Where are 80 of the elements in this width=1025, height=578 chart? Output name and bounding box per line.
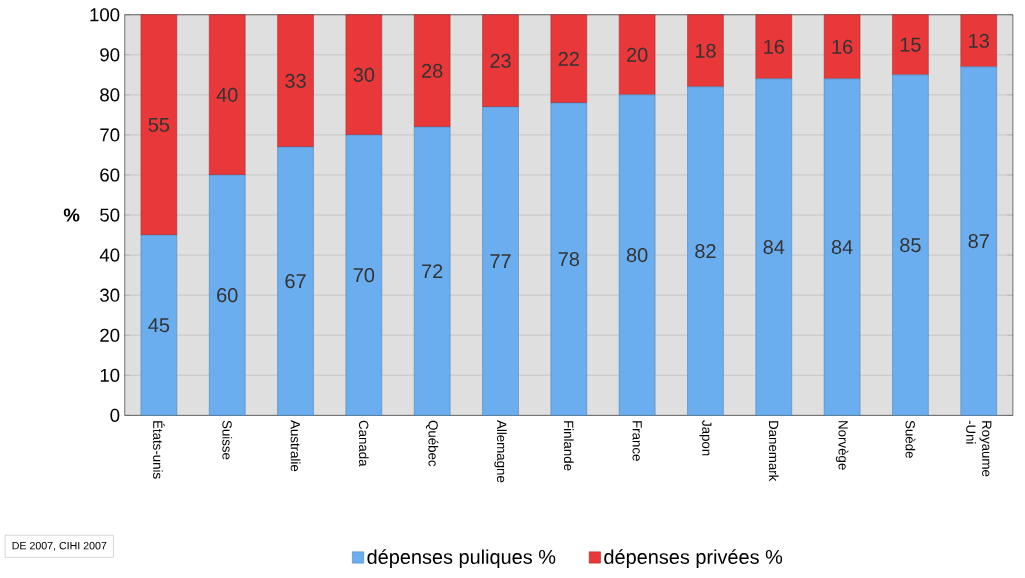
x-tick-label: Canada [358, 420, 369, 467]
y-tick-label: 50 [100, 208, 120, 222]
y-tick-label: 40 [99, 248, 120, 262]
x-tick-label: Finlande [563, 421, 574, 471]
data-label: 30 [353, 67, 375, 82]
x-tick-label: États-unis [153, 421, 165, 479]
x-tick-label: Allemagne [494, 420, 507, 483]
x-tick-label: Suisse [222, 420, 233, 460]
y-tick-label: 60 [100, 168, 120, 182]
y-tick-label: 100 [90, 8, 120, 22]
data-label: 15 [900, 37, 921, 52]
data-label: 72 [422, 264, 443, 279]
x-tick-label: Danemark [768, 421, 779, 482]
bar [345, 14, 383, 136]
data-label: 45 [148, 318, 170, 333]
y-tick-label: 80 [100, 88, 120, 102]
y-tick-label: 20 [100, 328, 120, 342]
data-label: 18 [695, 43, 716, 58]
bar [140, 14, 178, 236]
x-tick-label: Australie [290, 420, 301, 472]
data-label: 55 [148, 118, 170, 132]
bar [960, 14, 997, 68]
data-label: 67 [285, 274, 306, 289]
bar [823, 78, 861, 416]
bar [413, 14, 451, 128]
bar [208, 14, 246, 176]
data-label: 16 [832, 39, 853, 54]
data-label: 70 [353, 268, 375, 283]
bar [277, 146, 314, 416]
data-label: 28 [422, 63, 443, 78]
bar [140, 234, 178, 416]
bar [687, 86, 724, 416]
data-label: 60 [217, 288, 238, 303]
data-label: 77 [490, 254, 511, 269]
bar [482, 106, 519, 416]
data-label: 33 [285, 73, 306, 88]
bar [618, 14, 656, 96]
data-label: 13 [969, 33, 989, 48]
bar [755, 78, 792, 416]
bar [687, 14, 724, 88]
y-tick-label: 30 [100, 288, 120, 302]
bar [960, 66, 997, 416]
bar [277, 14, 314, 148]
x-tick-label: Suède [905, 420, 916, 458]
data-label: 22 [558, 51, 579, 66]
data-label: 20 [627, 47, 648, 62]
y-tick-label: 70 [100, 128, 120, 142]
data-label: 84 [763, 240, 785, 255]
bar [345, 134, 383, 416]
data-label: 23 [490, 53, 511, 68]
data-label: 82 [695, 244, 716, 259]
x-tick-label: France [632, 421, 642, 461]
x-tick-label: Royaume -Uni [966, 420, 992, 477]
bar [892, 74, 929, 416]
bar [550, 102, 588, 416]
data-label: 87 [968, 234, 989, 249]
y-tick-label: 10 [100, 368, 120, 382]
bar [755, 14, 792, 80]
data-label: 84 [831, 240, 853, 255]
y-axis-title: % [63, 208, 80, 222]
x-tick-label: Québec [426, 420, 439, 467]
legend-label: dépenses privées % [604, 549, 783, 568]
bar [892, 14, 929, 76]
bar [482, 14, 519, 108]
x-tick-label: Norvège [835, 421, 849, 470]
bar [413, 126, 451, 416]
y-tick-label: 90 [100, 48, 120, 62]
bar [208, 174, 246, 416]
data-label: 40 [216, 87, 238, 102]
bar [550, 14, 588, 104]
data-label: 80 [626, 248, 648, 263]
text: DE 2007, CIHI 2007 [12, 541, 107, 551]
data-label: 16 [764, 39, 784, 54]
data-label: 78 [558, 252, 580, 267]
data-label: 85 [900, 238, 921, 253]
bar [823, 14, 861, 80]
legend-label: dépenses puliques % [367, 549, 556, 568]
x-tick-label: Japon [699, 420, 712, 456]
y-tick-label: 0 [110, 408, 120, 423]
bar [618, 94, 656, 416]
